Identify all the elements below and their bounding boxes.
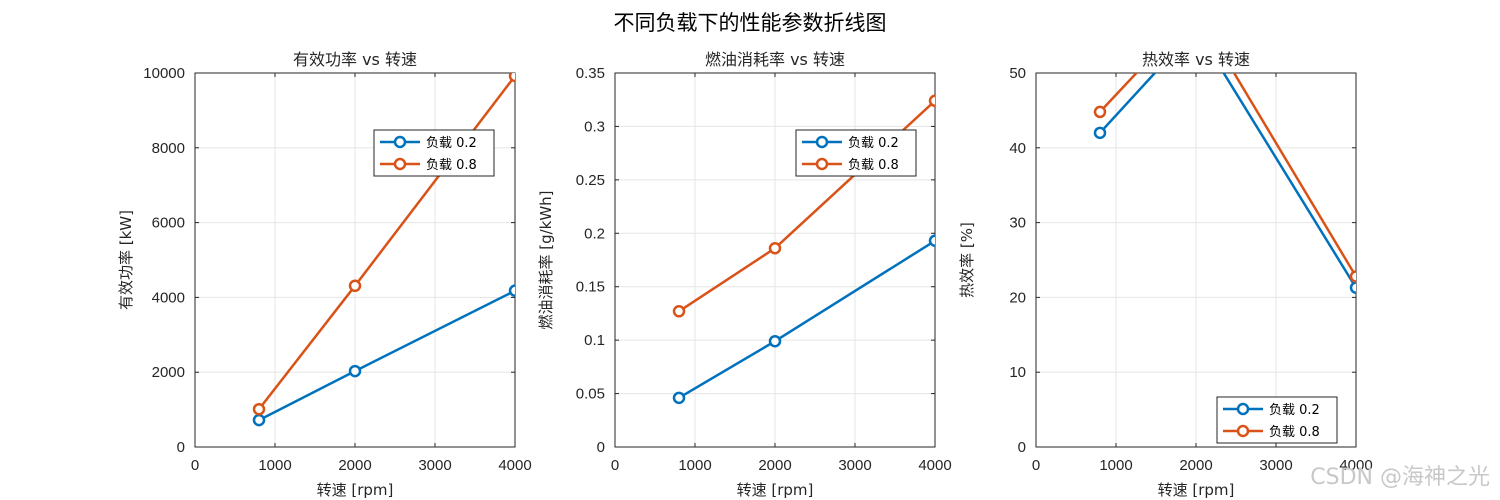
x-tick-label: 1000 <box>1099 457 1132 474</box>
x-tick-label: 2000 <box>1179 457 1212 474</box>
subplot-title: 有效功率 vs 转速 <box>293 50 417 69</box>
legend-swatch-marker <box>393 135 407 149</box>
x-tick-label: 0 <box>191 457 199 474</box>
x-tick-label: 3000 <box>418 457 451 474</box>
x-tick-label: 0 <box>611 457 619 474</box>
watermark: CSDN @海神之光 <box>1310 465 1490 490</box>
x-tick-label: 4000 <box>498 457 531 474</box>
data-point-marker <box>1191 23 1201 33</box>
data-point-marker <box>672 305 686 318</box>
x-tick-label: 4000 <box>918 457 951 474</box>
x-tick-label: 3000 <box>1259 457 1292 474</box>
data-point-marker <box>672 391 686 405</box>
data-point-marker <box>252 413 266 427</box>
y-tick-label: 0.2 <box>584 225 605 242</box>
y-tick-label: 0.15 <box>576 279 605 296</box>
data-point-marker <box>348 279 362 293</box>
data-point-marker <box>1093 126 1107 140</box>
y-tick-label: 20 <box>1009 289 1026 306</box>
legend-label: 负载 0.8 <box>848 158 899 173</box>
legend-label: 负载 0.2 <box>848 136 899 151</box>
legend-swatch-marker <box>1236 402 1250 416</box>
subplot-title: 燃油消耗率 vs 转速 <box>705 50 845 69</box>
legend-swatch-marker <box>1236 424 1250 438</box>
subplot-title: 热效率 vs 转速 <box>1142 50 1250 69</box>
legend-label: 负载 0.2 <box>1269 403 1320 418</box>
x-tick-label: 3000 <box>838 457 871 474</box>
series-line-2 <box>1099 73 1356 278</box>
legend-label: 负载 0.8 <box>426 158 477 173</box>
x-tick-label: 2000 <box>338 457 371 474</box>
subplot-effective-power: 0 1000 2000 3000 4000 0 2000 4000 6000 8000 10000 有… <box>117 50 532 499</box>
legend-swatch-marker <box>815 135 829 149</box>
legend-box <box>373 129 495 177</box>
legend-box <box>1216 396 1338 444</box>
data-point-marker <box>1349 281 1356 294</box>
data-point-marker <box>928 234 935 248</box>
y-tick-label: 6000 <box>152 215 185 232</box>
data-point-marker <box>252 402 266 416</box>
x-tick-label: 2000 <box>758 457 791 474</box>
y-tick-label: 0 <box>597 439 605 456</box>
legend-label: 负载 0.2 <box>426 136 477 151</box>
y-tick-label: 50 <box>1009 65 1026 82</box>
legend: 负载 0.2 负载 0.8 <box>795 129 917 177</box>
x-axis-label: 转速 [rpm] <box>737 481 814 499</box>
data-point-marker <box>1093 105 1107 119</box>
y-tick-label: 4000 <box>152 289 185 306</box>
y-tick-label: 2000 <box>152 364 185 381</box>
y-tick-label: 0 <box>177 439 185 456</box>
x-tick-label: 1000 <box>678 457 711 474</box>
legend-swatch-marker <box>815 157 829 171</box>
y-tick-label: 10000 <box>143 65 185 82</box>
legend: 负载 0.2 负载 0.8 <box>1216 396 1338 444</box>
y-tick-label: 30 <box>1009 215 1026 232</box>
data-point-marker <box>768 334 782 348</box>
y-tick-label: 0.05 <box>576 386 605 403</box>
y-tick-label: 8000 <box>152 140 185 157</box>
y-tick-label: 0.25 <box>576 172 605 189</box>
legend-swatch-marker <box>393 157 407 171</box>
y-tick-label: 0 <box>1018 439 1026 456</box>
y-axis-label: 燃油消耗率 [g/kWh] <box>537 190 555 329</box>
figure-title: 不同负载下的性能参数折线图 <box>614 11 887 35</box>
data-point-marker <box>1349 270 1356 283</box>
data-point-marker <box>348 364 362 378</box>
y-axis-label: 有效功率 [kW] <box>117 210 135 310</box>
y-tick-label: 0.3 <box>584 118 605 135</box>
x-axis-label: 转速 [rpm] <box>1158 481 1235 499</box>
y-tick-label: 0.35 <box>576 65 605 82</box>
x-tick-label: 0 <box>1032 457 1040 474</box>
x-tick-label: 4000 <box>1339 457 1372 474</box>
data-point-marker <box>508 73 515 83</box>
y-tick-label: 10 <box>1009 364 1026 381</box>
data-point-marker <box>1191 4 1201 14</box>
legend-label: 负载 0.8 <box>1269 425 1320 440</box>
subplot-fuel-consumption: 0 1000 2000 3000 4000 0 0.05 0.1 0.15 0.2 0.25 0.3 0… <box>537 50 952 499</box>
data-point-marker <box>768 241 782 255</box>
legend-box <box>795 129 917 177</box>
y-tick-label: 40 <box>1009 140 1026 157</box>
series-line-1 <box>1099 73 1356 289</box>
plot-series <box>1093 4 1356 294</box>
data-point-marker <box>928 94 935 108</box>
legend: 负载 0.2 负载 0.8 <box>373 129 495 177</box>
x-axis-label: 转速 [rpm] <box>317 481 394 499</box>
y-tick-label: 0.1 <box>584 332 605 349</box>
data-point-marker <box>508 284 515 297</box>
y-axis-label: 热效率 [%] <box>958 222 976 298</box>
x-tick-label: 1000 <box>258 457 291 474</box>
subplot-thermal-efficiency: 0 1000 2000 3000 4000 0 10 20 30 40 50 热效率 vs 转速转速 … <box>958 4 1373 499</box>
